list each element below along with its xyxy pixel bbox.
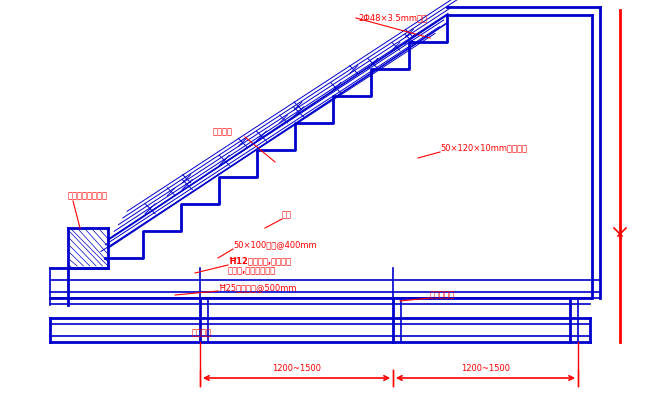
- Text: 钉管立杆: 钉管立杆: [192, 328, 212, 337]
- Text: 横杆: 横杆: [282, 210, 292, 220]
- Text: 设一个,横向设置两道: 设一个,横向设置两道: [228, 266, 276, 276]
- Text: 七层模板: 七层模板: [213, 127, 233, 137]
- Text: 1200~1500: 1200~1500: [272, 364, 321, 373]
- Text: 50×100木方@400mm: 50×100木方@400mm: [233, 241, 317, 249]
- Text: 台模面（或平台）: 台模面（或平台）: [68, 191, 108, 200]
- Text: Ħ12对拉第杆,每隔一步: Ħ12对拉第杆,每隔一步: [228, 256, 291, 266]
- Text: 50×120×10mm钉板夹片: 50×120×10mm钉板夹片: [440, 143, 527, 152]
- Text: 1200~1500: 1200~1500: [461, 364, 510, 373]
- Text: Ħ25防滑锁脱@500mm: Ħ25防滑锁脱@500mm: [218, 283, 297, 293]
- Text: 钉管水平杆: 钉管水平杆: [430, 291, 455, 299]
- Text: 2Φ48×3.5mm钉管: 2Φ48×3.5mm钉管: [358, 13, 427, 23]
